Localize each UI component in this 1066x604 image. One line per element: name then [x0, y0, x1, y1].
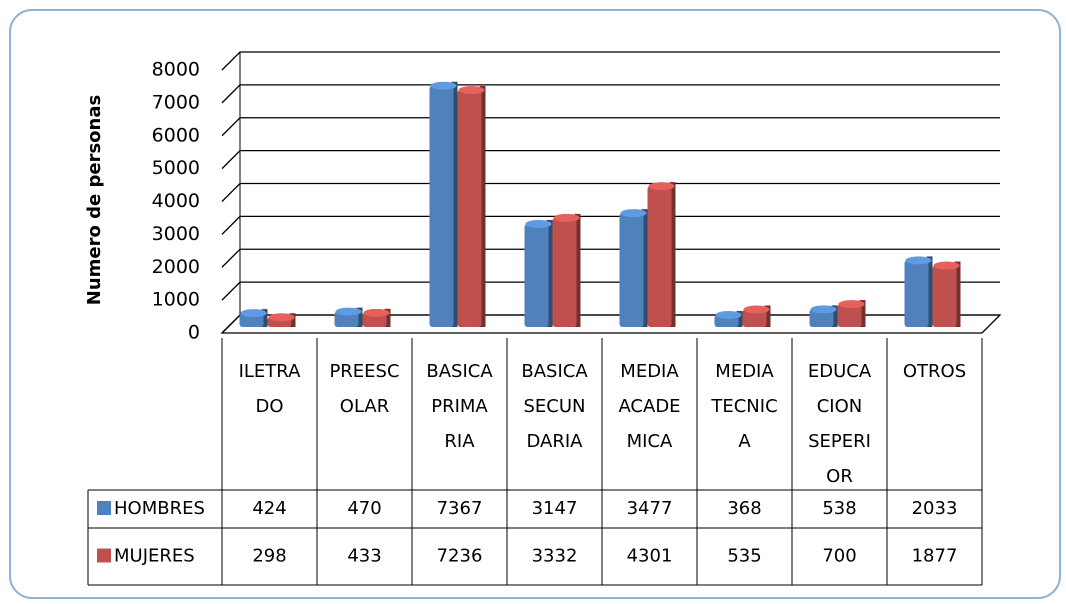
bar-top: [648, 182, 675, 191]
bar-top: [430, 81, 457, 90]
table-value: 4301: [627, 546, 673, 567]
grid-line: [221, 182, 1000, 202]
bar-top: [335, 307, 362, 316]
table-value: 470: [347, 498, 381, 519]
bar: [429, 85, 454, 328]
bar-side: [289, 313, 296, 327]
floor: [220, 314, 1002, 334]
legend-label: HOMBRES: [114, 498, 205, 519]
bar-top: [933, 261, 960, 270]
bar: [809, 309, 834, 327]
y-tick-label: 2000: [152, 256, 200, 278]
bar-side: [451, 81, 458, 328]
table-value: 433: [347, 546, 381, 567]
y-tick-label: 7000: [152, 91, 200, 113]
grid-line: [221, 149, 1000, 170]
grid-line: [221, 281, 1000, 301]
table-value: 368: [727, 498, 761, 519]
grid-line: [221, 248, 1000, 268]
grid-line: [221, 84, 1000, 104]
bar-top: [715, 310, 742, 319]
bar-side: [261, 309, 268, 327]
y-tick-label: 4000: [152, 190, 200, 212]
category-label: BASICA SECUN DARIA: [521, 361, 588, 452]
table-value: 7236: [437, 546, 483, 567]
bar-side: [546, 219, 553, 327]
bar-side: [831, 305, 838, 327]
table-value: 535: [727, 546, 761, 567]
table-value: 298: [252, 546, 286, 567]
y-tick-label: 0: [188, 322, 200, 344]
bar-top: [553, 213, 580, 222]
bar: [524, 223, 549, 327]
bar-side: [574, 213, 581, 327]
table-value: 1877: [912, 546, 958, 567]
bar-side: [926, 256, 933, 327]
category-label: EDUCA CION SEPERI OR: [807, 361, 872, 487]
table-value: 424: [252, 498, 286, 519]
table-value: 3332: [532, 546, 578, 567]
bar-top: [458, 86, 485, 95]
bar-side: [641, 209, 648, 327]
y-tick-label: 5000: [152, 157, 200, 179]
bar-side: [356, 307, 363, 327]
bar: [457, 90, 482, 328]
grid-line: [221, 51, 1000, 71]
table-value: 3147: [532, 498, 578, 519]
y-tick-label: 6000: [152, 124, 200, 146]
bar-side: [479, 86, 486, 328]
bar-top: [810, 305, 837, 314]
bar-side: [669, 182, 676, 327]
legend-swatch: [97, 501, 111, 515]
bar-side: [736, 310, 743, 327]
bar: [619, 213, 644, 327]
category-label: OTROS: [902, 361, 967, 382]
table-value: 3477: [627, 498, 673, 519]
table-value: 538: [822, 498, 856, 519]
grid-line: [221, 117, 1000, 137]
bar: [904, 260, 929, 327]
table-value: 700: [822, 546, 856, 567]
bar-top: [363, 308, 390, 317]
table-value: 2033: [912, 498, 958, 519]
bar: [742, 309, 767, 327]
bar-side: [859, 300, 866, 327]
category-label: MEDIA ACADE MICA: [618, 361, 681, 452]
category-label: PREESC OLAR: [329, 361, 400, 417]
bar-side: [384, 308, 391, 327]
y-tick-label: 3000: [152, 223, 200, 245]
bar-top: [905, 256, 932, 265]
bar-side: [764, 305, 771, 327]
legend-label: MUJERES: [114, 546, 195, 567]
bar-top: [240, 309, 267, 318]
y-tick-label: 8000: [152, 59, 200, 81]
bar-top: [525, 219, 552, 228]
bar: [552, 217, 577, 327]
bar-side: [954, 261, 961, 327]
bar: [334, 311, 359, 327]
bar-top: [743, 305, 770, 314]
table-value: 7367: [437, 498, 483, 519]
bar-top: [268, 313, 295, 322]
grid-line: [221, 215, 1000, 235]
bar: [647, 186, 672, 327]
bar: [837, 304, 862, 327]
legend-swatch: [97, 548, 111, 563]
bar: [932, 265, 957, 327]
y-tick-label: 1000: [152, 289, 200, 311]
bar-top: [620, 209, 647, 218]
category-label: BASICA PRIMA RIA: [426, 361, 493, 452]
y-axis-label: Numero de personas: [84, 95, 105, 305]
bar-top: [838, 300, 865, 309]
category-label: ILETRA DO: [238, 361, 301, 417]
category-label: MEDIA TECNIC A: [711, 361, 778, 452]
